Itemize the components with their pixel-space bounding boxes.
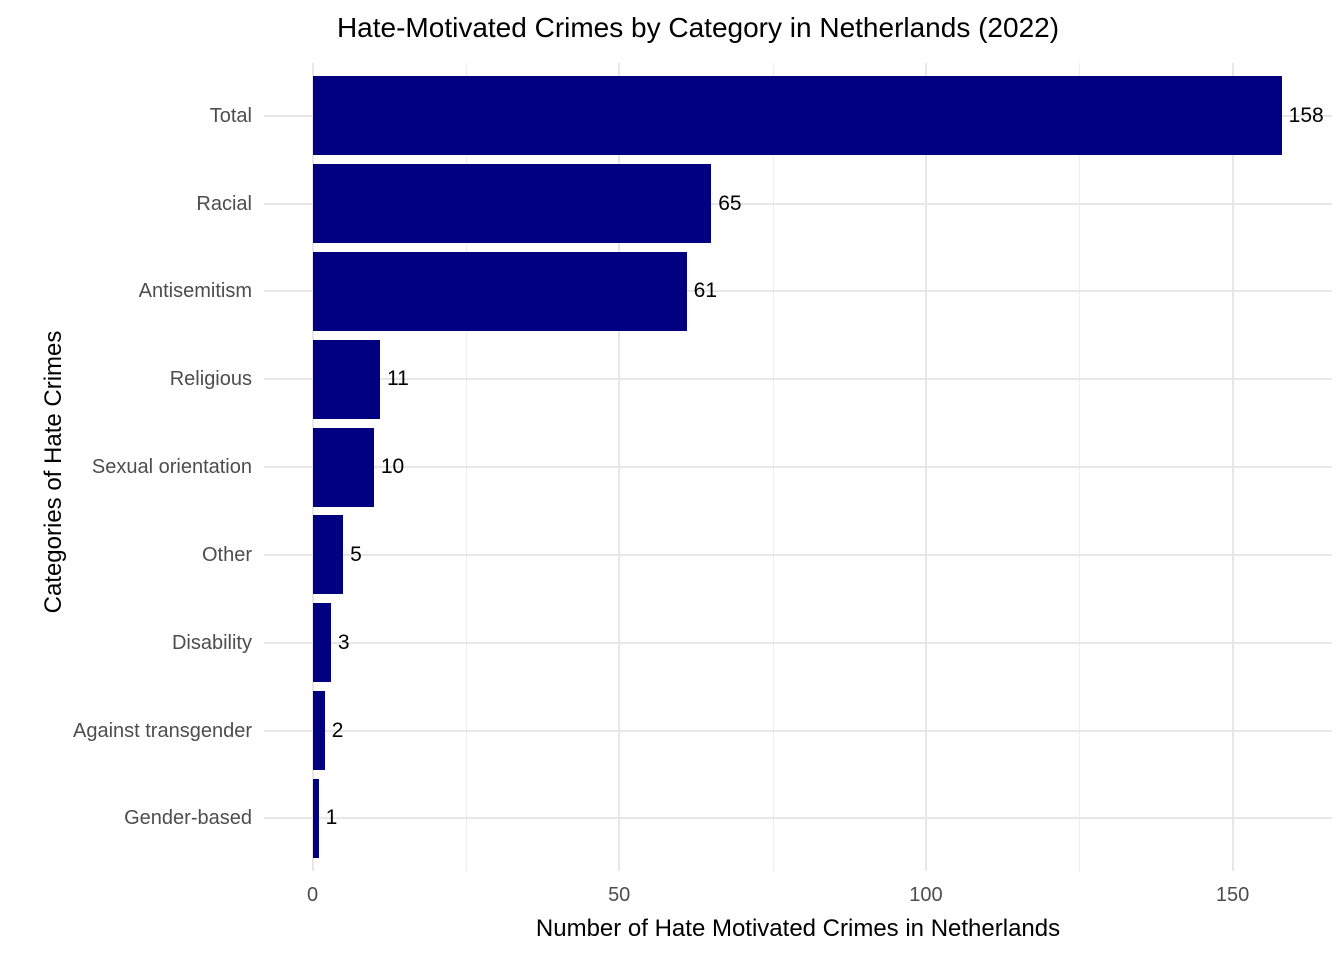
bar-other: [312, 515, 344, 595]
y-tick-label: Total: [209, 104, 252, 127]
y-major-gridline: [264, 202, 1332, 205]
y-major-gridline: [264, 817, 1332, 820]
bar-value-label: 158: [1288, 103, 1324, 127]
bar-value-label: 3: [337, 630, 350, 654]
bar-disability: [312, 603, 331, 683]
bar-racial: [312, 164, 712, 244]
y-tick-label: Against transgender: [72, 719, 252, 742]
y-major-gridline: [264, 466, 1332, 469]
y-tick-label: Racial: [196, 192, 252, 215]
y-tick-label: Other: [201, 543, 252, 566]
bar-gender-based: [312, 778, 319, 858]
bar-value-label: 65: [718, 191, 742, 215]
y-major-gridline: [264, 290, 1332, 293]
bar-antisemitism: [312, 251, 687, 331]
x-tick-label: 50: [608, 884, 631, 906]
y-tick-label: Sexual orientation: [91, 456, 252, 479]
y-major-gridline: [264, 729, 1332, 732]
y-tick-label: Gender-based: [124, 807, 252, 830]
bar-against-transgender: [312, 691, 325, 770]
y-major-gridline: [264, 378, 1332, 381]
bar-sexual-orientation: [312, 427, 374, 507]
x-tick-label: 0: [306, 884, 319, 906]
bar-value-label: 11: [386, 367, 409, 391]
x-axis-title: Number of Hate Motivated Crimes in Nethe…: [535, 915, 1061, 942]
chart-title: Hate-Motivated Crimes by Category in Net…: [336, 12, 1060, 43]
bar-total: [312, 76, 1282, 156]
y-major-gridline: [264, 553, 1332, 556]
x-tick-label: 100: [909, 884, 943, 906]
x-tick-label: 150: [1215, 884, 1250, 906]
bar-value-label: 1: [325, 806, 338, 830]
y-tick-label: Antisemitism: [138, 280, 252, 303]
bar-religious: [312, 339, 380, 419]
plot-panel: 158 65 61 11 10 5 3 2 1: [264, 63, 1332, 871]
bar-value-label: 61: [693, 279, 718, 303]
bar-value-label: 10: [380, 455, 405, 479]
y-tick-label: Disability: [171, 631, 252, 654]
y-tick-label: Religious: [169, 368, 252, 391]
y-major-gridline: [264, 641, 1332, 644]
bar-value-label: 5: [350, 542, 362, 566]
bar-value-label: 2: [331, 718, 344, 742]
